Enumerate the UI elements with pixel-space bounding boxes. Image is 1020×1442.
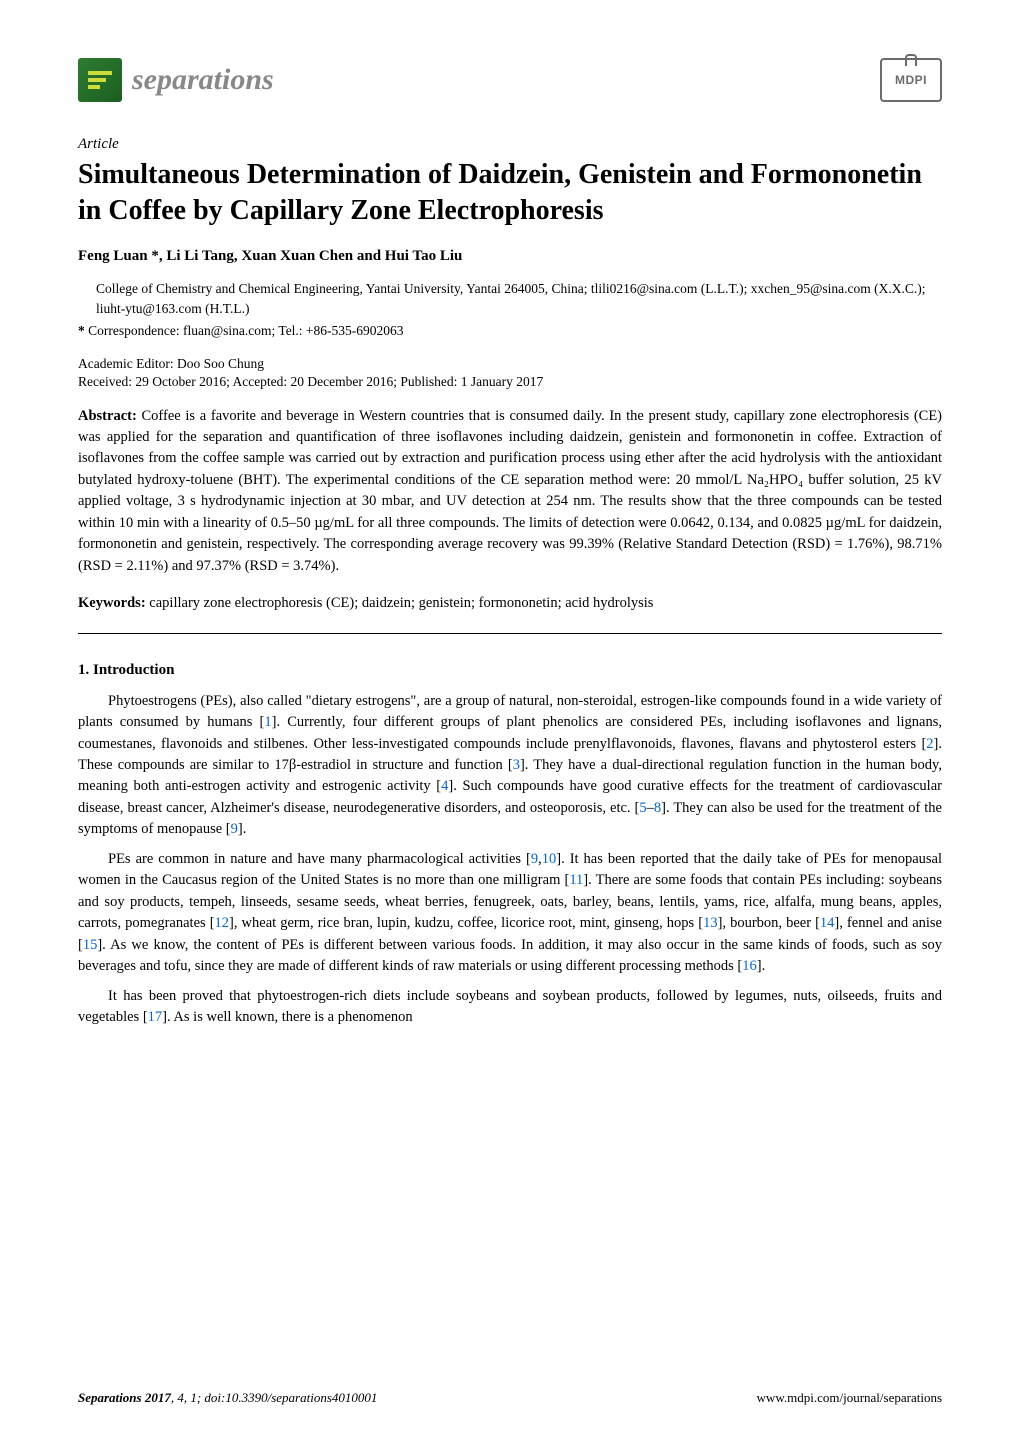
citation-link[interactable]: 12	[215, 915, 230, 931]
correspondence-text: Correspondence: fluan@sina.com; Tel.: +8…	[88, 323, 403, 338]
keywords-label: Keywords:	[78, 595, 146, 611]
keywords-block: Keywords: capillary zone electrophoresis…	[78, 593, 942, 614]
authors-line: Feng Luan *, Li Li Tang, Xuan Xuan Chen …	[78, 248, 942, 265]
article-type: Article	[78, 136, 942, 153]
citation-link[interactable]: 13	[703, 915, 718, 931]
citation-link[interactable]: 1	[264, 714, 271, 730]
footer-issue-doi: , 4, 1; doi:10.3390/separations4010001	[171, 1390, 378, 1405]
citation-link[interactable]: 15	[83, 937, 98, 953]
section-heading-introduction: 1. Introduction	[78, 662, 942, 679]
correspondence: * Correspondence: fluan@sina.com; Tel.: …	[78, 321, 942, 341]
affiliation: College of Chemistry and Chemical Engine…	[96, 279, 942, 320]
journal-name: separations	[132, 63, 274, 97]
footer-citation: Separations 2017, 4, 1; doi:10.3390/sepa…	[78, 1390, 377, 1406]
footer-url-link[interactable]: www.mdpi.com/journal/separations	[757, 1390, 942, 1405]
mdpi-logo-icon: MDPI	[880, 58, 942, 102]
intro-para-3: It has been proved that phytoestrogen-ri…	[78, 986, 942, 1029]
abstract-block: Abstract: Coffee is a favorite and bever…	[78, 406, 942, 578]
footer-url[interactable]: www.mdpi.com/journal/separations	[757, 1390, 942, 1406]
correspondence-asterisk: *	[78, 323, 85, 338]
citation-link[interactable]: 16	[742, 958, 757, 974]
footer-journal: Separations	[78, 1390, 142, 1405]
citation-link[interactable]: 9	[231, 821, 238, 837]
citation-link[interactable]: 11	[569, 872, 583, 888]
citation-link[interactable]: 17	[148, 1009, 163, 1025]
citation-link[interactable]: 10	[542, 851, 557, 867]
abstract-label: Abstract:	[78, 408, 137, 424]
article-title: Simultaneous Determination of Daidzein, …	[78, 157, 942, 230]
publication-dates: Received: 29 October 2016; Accepted: 20 …	[78, 374, 942, 390]
page-header: separations MDPI	[78, 58, 942, 102]
logo-bars-icon	[88, 71, 112, 89]
journal-logo: separations	[78, 58, 274, 102]
intro-para-1: Phytoestrogens (PEs), also called "dieta…	[78, 691, 942, 841]
separator-rule	[78, 633, 942, 634]
intro-para-2: PEs are common in nature and have many p…	[78, 849, 942, 978]
abstract-text: Coffee is a favorite and beverage in Wes…	[78, 408, 942, 574]
footer-year: 2017	[145, 1390, 171, 1405]
mdpi-logo-text: MDPI	[895, 73, 927, 87]
academic-editor: Academic Editor: Doo Soo Chung	[78, 356, 942, 372]
citation-link[interactable]: 14	[820, 915, 835, 931]
citation-link[interactable]: 2	[926, 736, 933, 752]
keywords-text: capillary zone electrophoresis (CE); dai…	[149, 595, 653, 611]
separations-logo-icon	[78, 58, 122, 102]
citation-link[interactable]: 5	[639, 800, 646, 816]
citation-link[interactable]: 3	[513, 757, 520, 773]
page-footer: Separations 2017, 4, 1; doi:10.3390/sepa…	[78, 1390, 942, 1406]
